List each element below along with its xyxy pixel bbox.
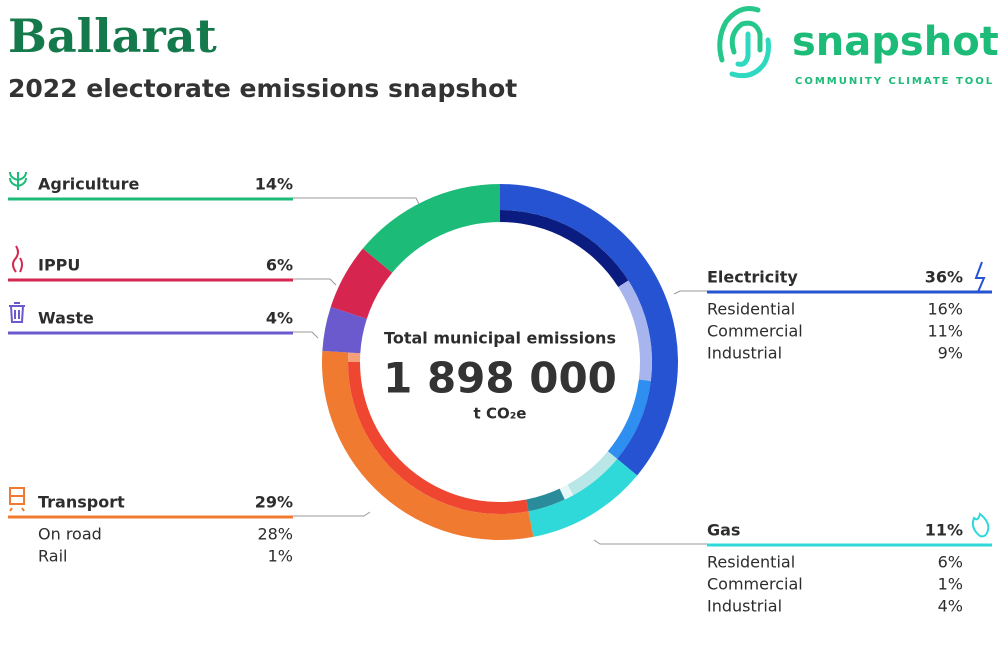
subsector-name: Industrial xyxy=(707,344,782,363)
total: 1 898 000 xyxy=(383,354,617,403)
subsector-arc xyxy=(500,210,629,287)
subsector-name: Industrial xyxy=(707,597,782,616)
subsector-arc xyxy=(559,484,574,500)
sector-arc xyxy=(322,306,367,354)
sector-arc xyxy=(330,248,393,319)
sector-name: IPPU xyxy=(38,256,80,275)
sector-value: 36% xyxy=(925,268,963,287)
subsector-name: Residential xyxy=(707,553,795,572)
subsector-arc xyxy=(567,451,618,496)
title: Ballarat xyxy=(8,9,217,63)
sector-name: Agriculture xyxy=(38,175,140,194)
subsector-name: Rail xyxy=(38,547,67,566)
subsector-arc xyxy=(618,280,652,382)
sector-value: 11% xyxy=(925,521,963,540)
leader-lines xyxy=(293,197,707,545)
subsector-value: 6% xyxy=(938,553,963,572)
icons xyxy=(9,171,990,538)
subsector-value: 16% xyxy=(927,300,963,319)
logo-tagline: COMMUNITY CLIMATE TOOL xyxy=(795,76,994,87)
sector-arc xyxy=(321,350,534,540)
subsector-value: 11% xyxy=(927,322,963,341)
subsector-value: 4% xyxy=(938,597,963,616)
center-label: Total municipal emissions xyxy=(384,329,616,348)
sector-value: 6% xyxy=(266,256,293,275)
logo-mark xyxy=(717,6,771,79)
subsector-value: 9% xyxy=(938,344,963,363)
subsector-arc xyxy=(607,379,651,459)
subsector-name: Residential xyxy=(707,300,795,319)
sector-name: Waste xyxy=(38,309,94,328)
sector-name: Transport xyxy=(38,493,125,512)
unit: t CO₂e xyxy=(474,405,527,423)
sector-value: 14% xyxy=(255,175,293,194)
logo-text: snapshot xyxy=(792,19,999,65)
subsector-value: 28% xyxy=(257,525,293,544)
sector-name: Gas xyxy=(707,521,740,540)
subtitle: 2022 electorate emissions snapshot xyxy=(8,74,517,103)
sector-arc xyxy=(362,184,500,273)
subsector-arc xyxy=(526,488,565,512)
sector-value: 4% xyxy=(266,309,293,328)
donut xyxy=(321,184,678,540)
subsector-name: Commercial xyxy=(707,322,803,341)
subsector-name: On road xyxy=(38,525,102,544)
sector-value: 29% xyxy=(255,493,293,512)
subsector-arc xyxy=(348,352,361,362)
subsector-value: 1% xyxy=(268,547,293,566)
sector-arc xyxy=(500,184,678,476)
subsector-value: 1% xyxy=(938,575,963,594)
subsector-name: Commercial xyxy=(707,575,803,594)
sector-arc xyxy=(528,458,638,537)
sector-name: Electricity xyxy=(707,268,798,287)
